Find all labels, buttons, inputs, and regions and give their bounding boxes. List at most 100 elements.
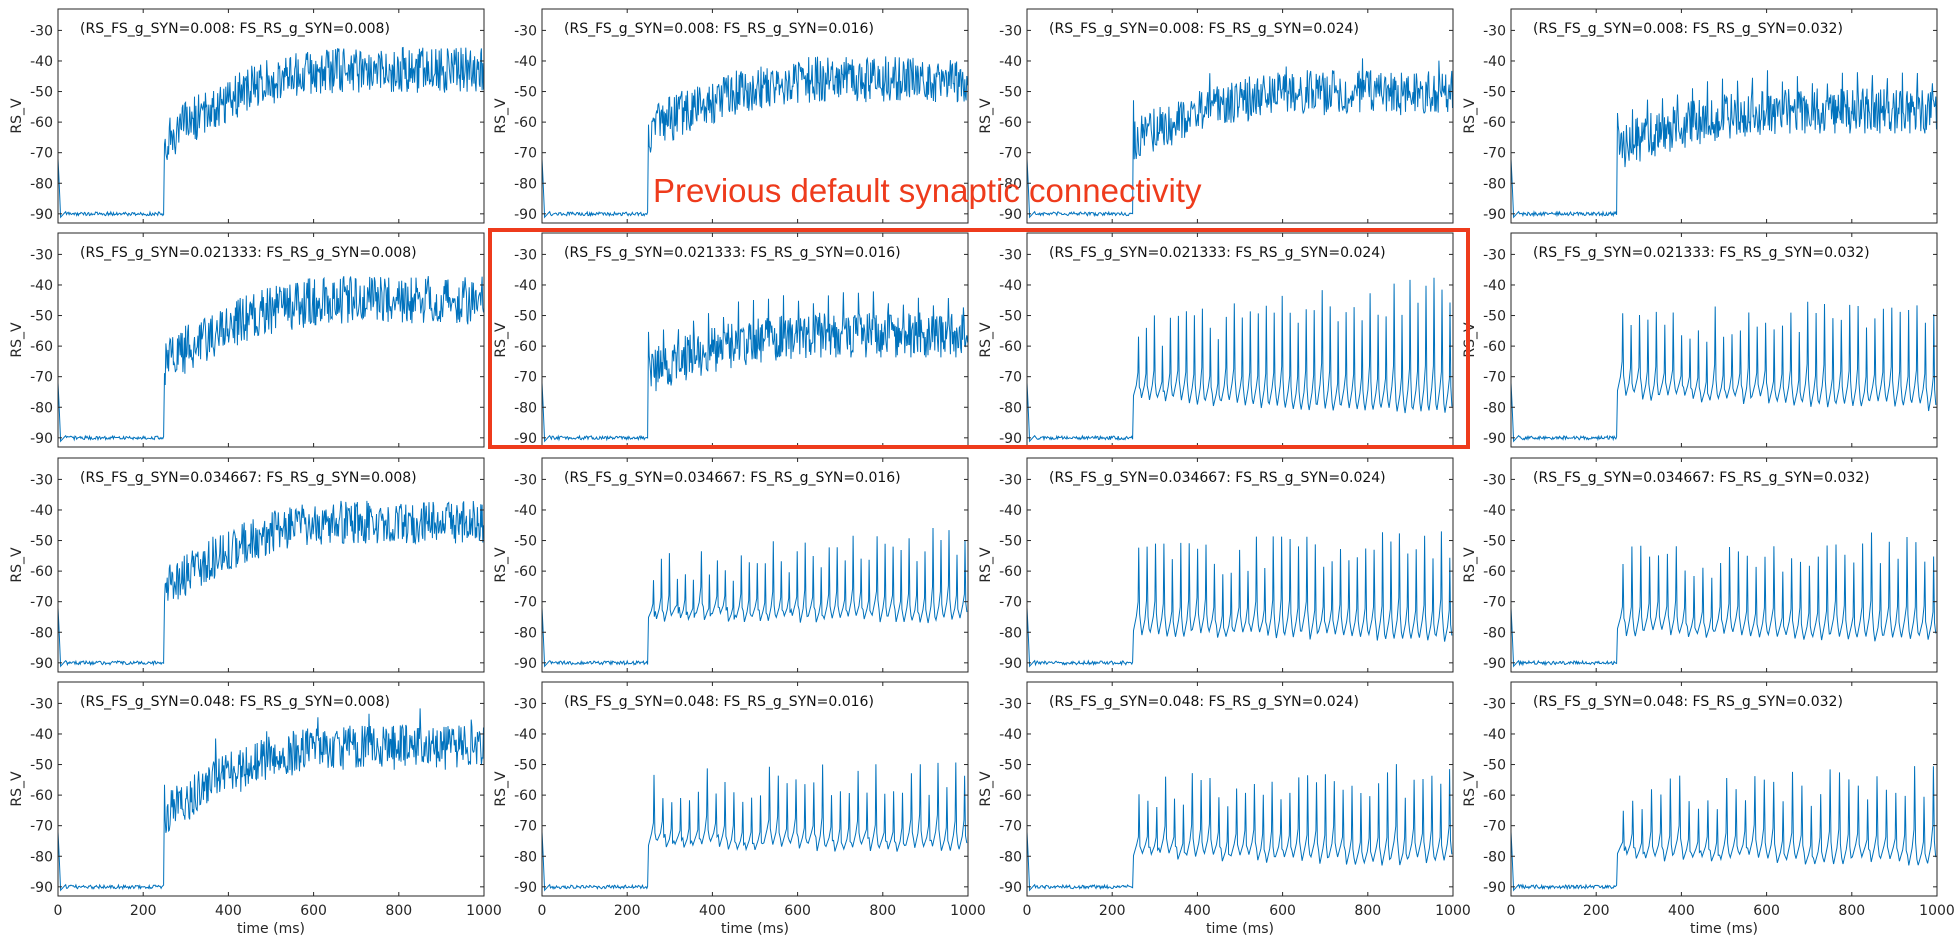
y-axis-label: RS_V [978,547,994,583]
y-tick-label: -90 [999,880,1022,896]
voltage-trace-2-2 [542,291,968,443]
x-axis-label: time (ms) [721,921,789,937]
panel-title: (RS_FS_g_SYN=0.048: FS_RS_g_SYN=0.032) [1533,694,1843,710]
y-tick-label: -80 [1483,176,1506,192]
x-tick-label: 800 [869,903,896,919]
panel-2-1: -90 -80 -70 -60 -50 -40 -30 RS_V (RS_FS_g_SYN=0.… [9,232,485,448]
y-tick-label: -40 [514,54,537,70]
voltage-trace-3-3 [1027,531,1453,668]
voltage-trace-1-1 [58,46,484,219]
y-tick-label: -90 [30,207,53,223]
y-axis-label: RS_V [1462,322,1478,358]
x-tick-label: 200 [1099,903,1126,919]
y-tick-label: -50 [1483,758,1506,774]
y-tick-label: -70 [999,595,1022,611]
y-tick-label: -80 [1483,400,1506,416]
y-tick-label: -50 [514,309,537,325]
y-tick-label: -50 [999,534,1022,550]
panel-3-4: -90 -80 -70 -60 -50 -40 -30 RS_V (RS_FS_g_SYN=0.… [1462,457,1938,673]
y-tick-label: -40 [999,278,1022,294]
y-tick-label: -50 [514,758,537,774]
panel-title: (RS_FS_g_SYN=0.034667: FS_RS_g_SYN=0.016… [564,470,901,486]
y-tick-label: -40 [30,54,53,70]
y-tick-label: -40 [514,278,537,294]
y-tick-label: -70 [30,370,53,386]
y-axis-label: RS_V [978,771,994,807]
axes-box [57,457,485,673]
x-tick-label: 1000 [1435,903,1471,919]
y-tick-label: -40 [999,54,1022,70]
voltage-trace-4-3 [1027,764,1453,892]
voltage-trace-3-2 [542,527,968,668]
axes-box [1510,8,1938,224]
y-tick-label: -30 [514,696,537,712]
y-tick-label: -80 [514,400,537,416]
voltage-trace-4-1 [58,708,484,892]
y-tick-label: -40 [514,503,537,519]
y-tick-label: -30 [30,23,53,39]
y-tick-label: -60 [30,115,53,131]
y-tick-label: -60 [1483,788,1506,804]
voltage-trace-2-1 [58,276,484,443]
y-axis-label: RS_V [493,322,509,358]
panel-title: (RS_FS_g_SYN=0.034667: FS_RS_g_SYN=0.024… [1049,470,1386,486]
panel-1-3: -90 -80 -70 -60 -50 -40 -30 RS_V (RS_FS_g_SYN=0.… [978,8,1454,224]
y-tick-label: -50 [1483,534,1506,550]
panel-title: (RS_FS_g_SYN=0.008: FS_RS_g_SYN=0.008) [80,21,390,37]
x-tick-label: 0 [538,903,547,919]
x-tick-label: 800 [1354,903,1381,919]
y-tick-label: -70 [30,819,53,835]
y-tick-label: -90 [514,431,537,447]
panel-4-4: -90 -80 -70 -60 -50 -40 -30 0 200 400 600 800 1000 RS… [1462,681,1954,937]
y-tick-label: -90 [514,880,537,896]
y-tick-label: -90 [1483,656,1506,672]
y-tick-label: -60 [999,115,1022,131]
y-tick-label: -60 [999,564,1022,580]
x-tick-label: 0 [1023,903,1032,919]
y-tick-label: -80 [514,176,537,192]
y-tick-label: -50 [999,85,1022,101]
axes-box [57,8,485,224]
voltage-trace-4-4 [1511,766,1937,892]
y-tick-label: -90 [514,656,537,672]
y-axis-label: RS_V [493,771,509,807]
panel-title: (RS_FS_g_SYN=0.021333: FS_RS_g_SYN=0.032… [1533,245,1870,261]
panel-3-2: -90 -80 -70 -60 -50 -40 -30 RS_V (RS_FS_g_SYN=0.… [493,457,969,673]
y-axis-label: RS_V [9,547,25,583]
y-tick-label: -80 [1483,849,1506,865]
y-axis-label: RS_V [978,98,994,134]
panel-title: (RS_FS_g_SYN=0.021333: FS_RS_g_SYN=0.016… [564,245,901,261]
x-tick-label: 200 [614,903,641,919]
panel-2-2: -90 -80 -70 -60 -50 -40 -30 RS_V (RS_FS_g_SYN=0.… [493,232,969,448]
axes-box [1026,232,1454,448]
y-tick-label: -30 [1483,696,1506,712]
x-tick-label: 400 [1668,903,1695,919]
voltage-trace-2-4 [1511,301,1937,443]
x-tick-label: 1000 [1919,903,1954,919]
y-tick-label: -70 [999,819,1022,835]
panel-title: (RS_FS_g_SYN=0.008: FS_RS_g_SYN=0.016) [564,21,874,37]
x-tick-label: 400 [699,903,726,919]
x-tick-label: 0 [1507,903,1516,919]
x-tick-label: 0 [54,903,63,919]
x-tick-label: 200 [1583,903,1610,919]
x-tick-label: 1000 [466,903,502,919]
x-tick-label: 600 [784,903,811,919]
y-tick-label: -60 [1483,564,1506,580]
panel-3-1: -90 -80 -70 -60 -50 -40 -30 RS_V (RS_FS_g_SYN=0.… [9,457,485,673]
y-tick-label: -40 [999,503,1022,519]
panel-1-1: -90 -80 -70 -60 -50 -40 -30 RS_V (RS_FS_g_SYN=0.… [9,8,485,224]
x-tick-label: 400 [1184,903,1211,919]
voltage-trace-4-2 [542,762,968,892]
panel-4-3: -90 -80 -70 -60 -50 -40 -30 0 200 400 600 800 1000 RS… [978,681,1471,937]
panel-title: (RS_FS_g_SYN=0.034667: FS_RS_g_SYN=0.008… [80,470,417,486]
y-tick-label: -50 [30,309,53,325]
panel-title: (RS_FS_g_SYN=0.021333: FS_RS_g_SYN=0.024… [1049,245,1386,261]
panel-title: (RS_FS_g_SYN=0.048: FS_RS_g_SYN=0.024) [1049,694,1359,710]
y-tick-label: -60 [1483,339,1506,355]
y-tick-label: -30 [1483,23,1506,39]
y-tick-label: -70 [999,370,1022,386]
y-tick-label: -70 [514,146,537,162]
axes-box [57,232,485,448]
y-axis-label: RS_V [1462,98,1478,134]
